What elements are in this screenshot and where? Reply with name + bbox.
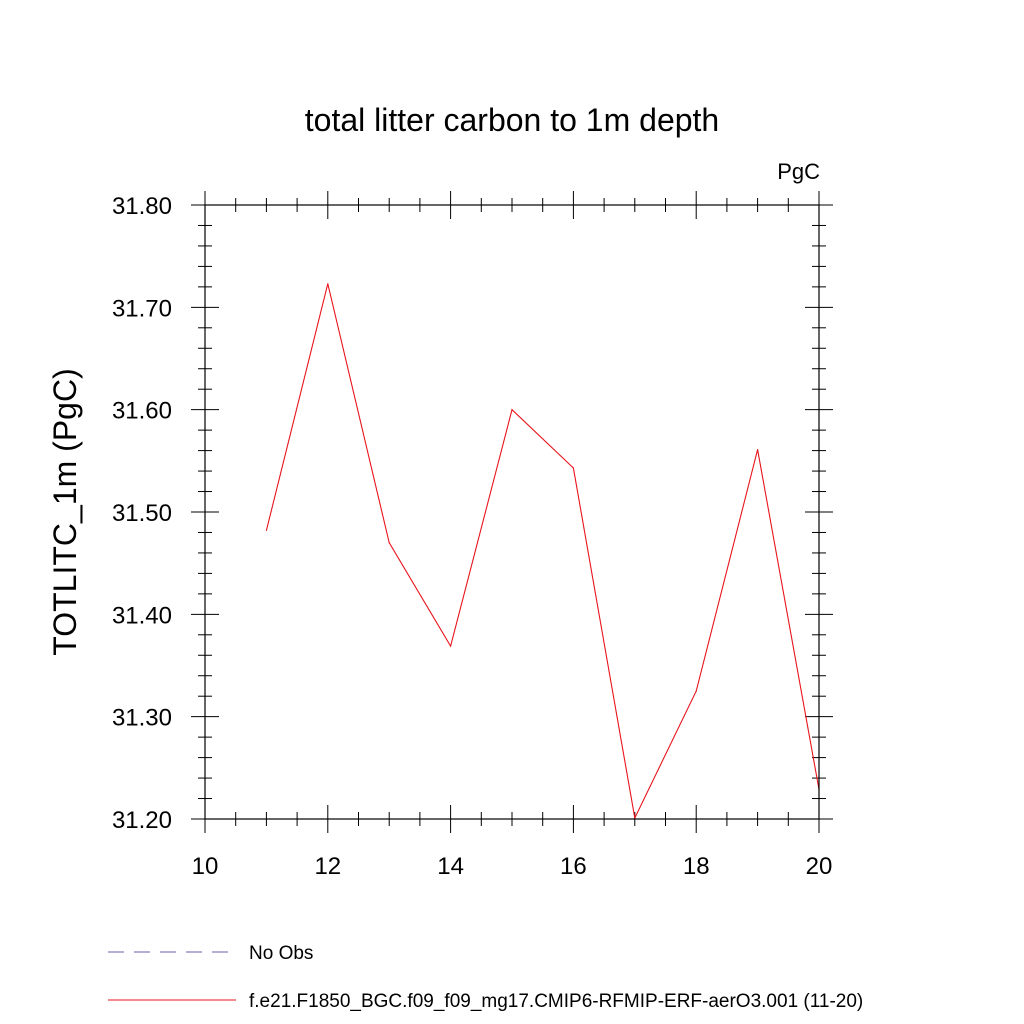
data-point bbox=[388, 542, 390, 544]
data-point bbox=[450, 645, 452, 647]
x-tick-label: 20 bbox=[806, 853, 833, 880]
legend-label: f.e21.F1850_BGC.f09_f09_mg17.CMIP6-RFMIP… bbox=[249, 991, 863, 1012]
x-tick-label: 10 bbox=[192, 853, 219, 880]
x-tick-label: 14 bbox=[437, 853, 464, 880]
data-point bbox=[265, 529, 267, 532]
chart-title: total litter carbon to 1m depth bbox=[305, 102, 719, 138]
legend-label: No Obs bbox=[249, 943, 313, 964]
x-tick-label: 12 bbox=[314, 853, 341, 880]
y-tick-label: 31.80 bbox=[112, 193, 172, 220]
data-point bbox=[634, 817, 636, 819]
y-tick-label: 31.20 bbox=[112, 807, 172, 834]
legend: No Obs f.e21.F1850_BGC.f09_f09_mg17.CMIP6… bbox=[108, 943, 863, 1012]
y-tick-label: 31.50 bbox=[112, 500, 172, 527]
data-point bbox=[572, 467, 575, 469]
tick-labels: 10 12 14 16 18 20 31.20 31.30 31.40 31.50 31.60 31.… bbox=[112, 193, 832, 880]
data-point bbox=[511, 409, 513, 411]
y-tick-label: 31.40 bbox=[112, 602, 172, 629]
plot-frame bbox=[204, 204, 820, 820]
units-label: PgC bbox=[777, 159, 820, 184]
series-line bbox=[265, 283, 820, 820]
axis-ticks bbox=[191, 191, 833, 833]
data-point bbox=[695, 690, 697, 692]
y-axis-label: TOTLITC_1m (PgC) bbox=[47, 368, 83, 655]
data-point bbox=[327, 283, 329, 285]
x-tick-label: 18 bbox=[683, 853, 710, 880]
x-tick-label: 16 bbox=[560, 853, 587, 880]
y-tick-label: 31.60 bbox=[112, 398, 172, 425]
y-tick-label: 31.70 bbox=[112, 295, 172, 322]
y-tick-label: 31.30 bbox=[112, 705, 172, 732]
data-series bbox=[265, 283, 820, 820]
data-point bbox=[757, 448, 759, 451]
